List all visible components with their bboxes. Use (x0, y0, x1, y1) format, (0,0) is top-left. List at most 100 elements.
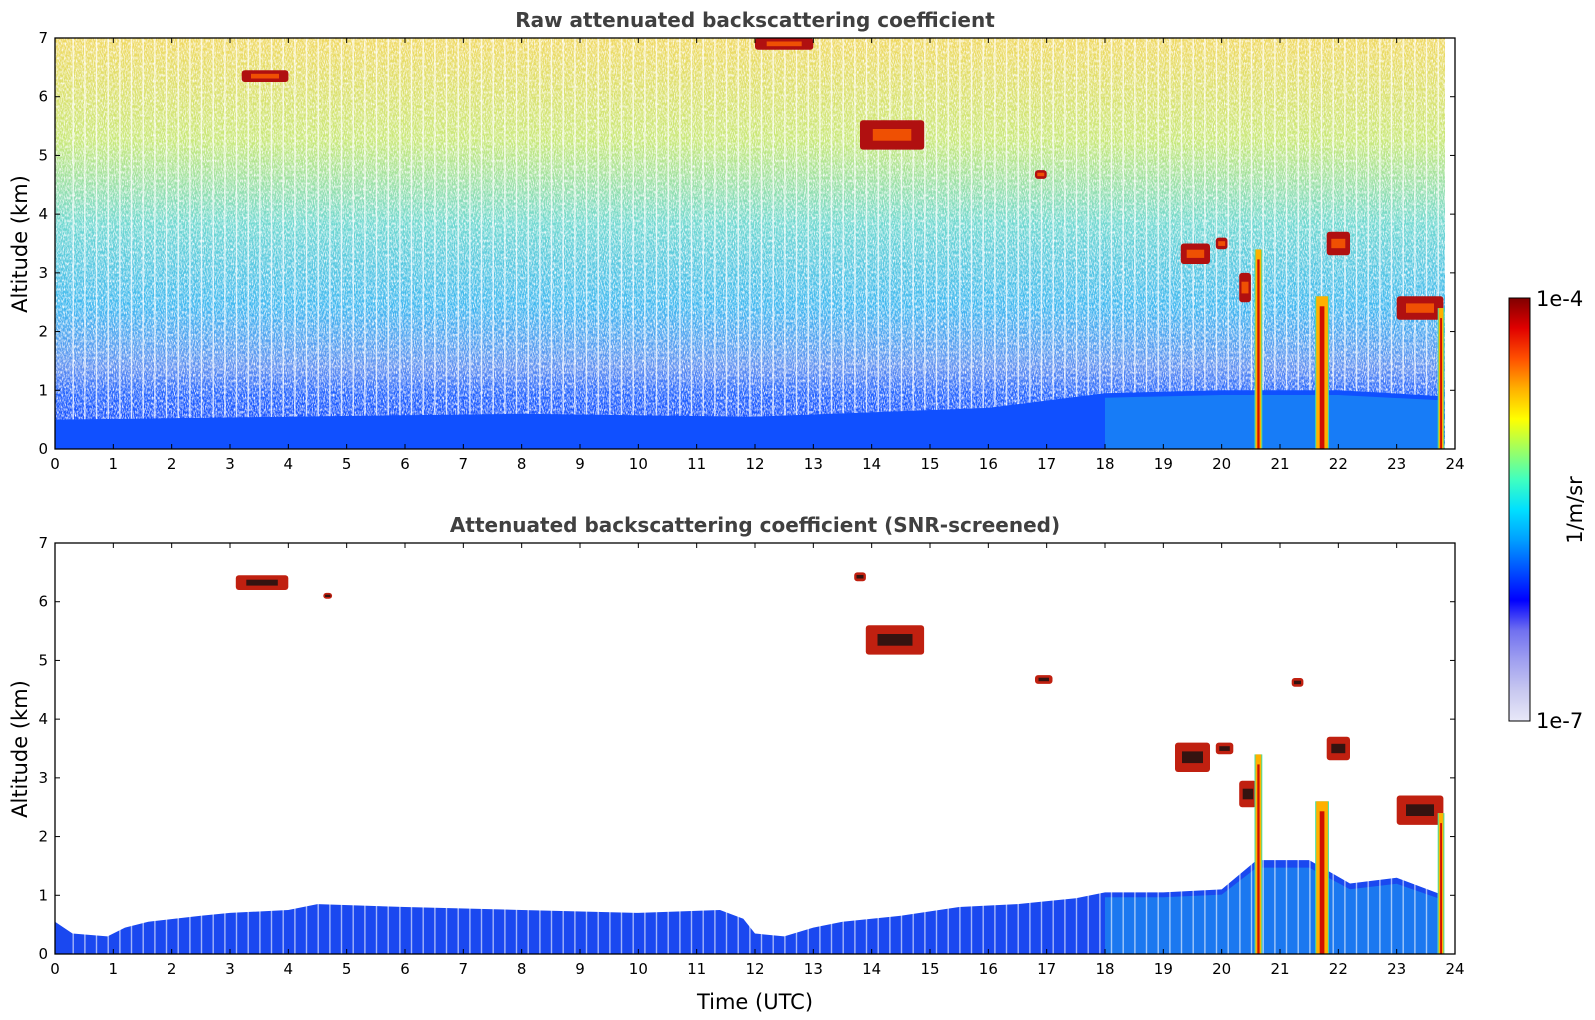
x-tick-label: 5 (342, 455, 352, 473)
gap-stripe (959, 543, 961, 954)
x-tick-label: 21 (1270, 960, 1289, 978)
gap-stripe (340, 38, 343, 449)
y-tick-label: 0 (38, 945, 48, 963)
gap-stripe (1390, 38, 1393, 449)
gap-stripe (1064, 543, 1066, 954)
gap-stripe (714, 38, 716, 449)
gap-stripe (1169, 543, 1171, 954)
gap-stripe (1379, 543, 1381, 954)
gap-stripe (480, 543, 483, 954)
gap-stripe (410, 543, 413, 954)
y-tick-label: 6 (38, 593, 48, 611)
gap-stripe (842, 543, 844, 954)
gap-stripe (1239, 38, 1241, 449)
gap-stripe (947, 38, 949, 449)
aerosol-layer (1105, 867, 1444, 954)
precip-core (1257, 259, 1260, 449)
gap-stripe (970, 543, 973, 954)
bottom-panel-title: Attenuated backscattering coefficient (S… (450, 513, 1060, 537)
gap-stripe (189, 543, 191, 954)
gap-stripe (1099, 543, 1101, 954)
gap-stripe (515, 38, 518, 449)
gap-stripe (1180, 38, 1183, 449)
gap-stripe (305, 543, 308, 954)
y-tick-label: 7 (38, 534, 48, 552)
gap-stripe (725, 543, 728, 954)
precip-core (1257, 764, 1260, 954)
cloud-core (251, 73, 279, 79)
x-tick-label: 17 (1037, 455, 1056, 473)
gap-stripe (959, 38, 961, 449)
gap-stripe (1005, 38, 1008, 449)
x-tick-label: 7 (459, 960, 469, 978)
gap-stripe (469, 38, 471, 449)
gap-stripe (1320, 543, 1323, 954)
gap-stripe (1029, 38, 1031, 449)
gap-stripe (165, 38, 168, 449)
gap-stripe (130, 38, 133, 449)
gap-stripe (469, 543, 471, 954)
gap-stripe (177, 38, 179, 449)
gap-stripe (994, 38, 996, 449)
x-tick-label: 23 (1387, 455, 1406, 473)
cloud-core (1331, 743, 1346, 754)
gap-stripe (725, 38, 728, 449)
gap-stripe (1145, 543, 1148, 954)
gap-stripe (235, 543, 238, 954)
gap-stripe (1262, 543, 1264, 954)
gap-stripe (1110, 543, 1113, 954)
gap-stripe (632, 38, 634, 449)
gap-stripe (270, 38, 273, 449)
bottom-precipitation (1254, 754, 1445, 954)
gap-stripe (387, 543, 389, 954)
gap-stripe (1285, 38, 1288, 449)
cloud-core (246, 579, 278, 586)
gap-stripe (1017, 543, 1019, 954)
gap-stripe (632, 543, 634, 954)
gap-stripe (737, 38, 739, 449)
top-panel-title: Raw attenuated backscattering coefficien… (515, 8, 995, 32)
cloud-core (856, 575, 864, 579)
gap-stripe (609, 543, 611, 954)
gap-stripe (830, 38, 833, 449)
gap-stripe (865, 38, 868, 449)
y-tick-label: 7 (38, 29, 48, 47)
x-tick-label: 23 (1387, 960, 1406, 978)
gap-stripe (1309, 38, 1311, 449)
gap-stripe (597, 38, 599, 449)
gap-stripe (1250, 543, 1253, 954)
gap-stripe (749, 38, 751, 449)
bottom-y-axis: 0 1 2 3 4 5 6 7 (38, 534, 1455, 963)
x-tick-label: 2 (167, 455, 177, 473)
gap-stripe (667, 543, 669, 954)
gap-stripe (900, 543, 903, 954)
gap-stripe (1274, 543, 1276, 954)
gap-stripe (620, 38, 623, 449)
gap-stripe (539, 38, 541, 449)
gap-stripe (1297, 543, 1299, 954)
gap-stripe (1425, 543, 1428, 954)
precip-core (1440, 823, 1442, 954)
cloud-core (872, 129, 912, 141)
gap-stripe (480, 38, 483, 449)
x-tick-label: 19 (1154, 455, 1173, 473)
gap-stripe (84, 38, 86, 449)
gap-stripe (877, 38, 879, 449)
gap-stripe (877, 543, 879, 954)
gap-stripe (399, 543, 401, 954)
gap-stripe (189, 38, 191, 449)
gap-stripe (1064, 38, 1066, 449)
precip-core (1319, 811, 1325, 954)
gap-stripe (574, 38, 576, 449)
gap-stripe (574, 543, 576, 954)
gap-stripe (970, 38, 973, 449)
y-tick-label: 1 (38, 381, 48, 399)
gap-stripe (1367, 38, 1369, 449)
cloud-core (1218, 241, 1226, 246)
gap-stripe (119, 543, 121, 954)
x-tick-label: 7 (459, 455, 469, 473)
gap-stripe (1122, 38, 1124, 449)
gap-stripe (282, 543, 284, 954)
y-tick-label: 3 (38, 769, 48, 787)
